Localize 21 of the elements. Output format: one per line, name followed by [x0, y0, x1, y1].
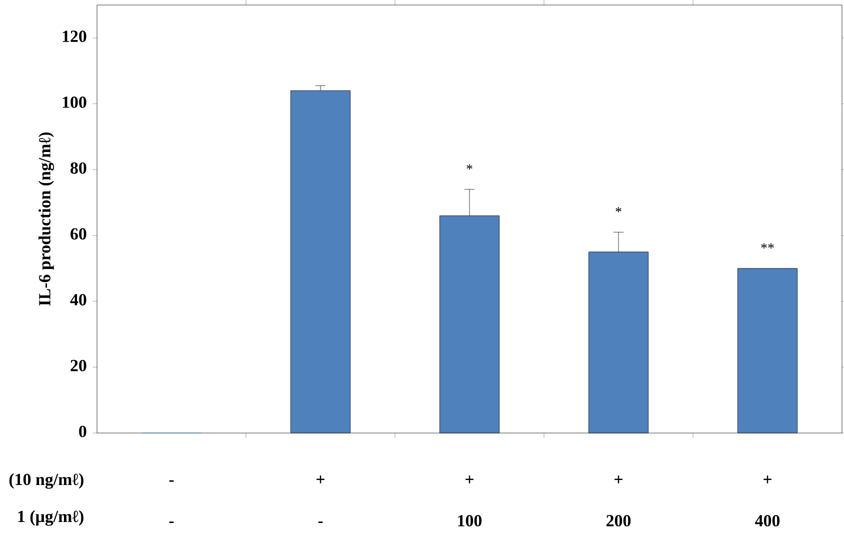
y-tick-label: 20 [70, 360, 86, 372]
text: 1 (μg/mℓ) [18, 510, 84, 526]
x-tick-label: 400 [755, 514, 780, 526]
x-tick-label: 100 [458, 514, 482, 526]
text: + [316, 475, 324, 484]
y-axis-title: IL-6 production (ng/mℓ) [38, 132, 54, 306]
y-tick-label: 120 [62, 30, 86, 42]
y-tick-label: 60 [70, 228, 86, 240]
text: + [614, 475, 622, 484]
text: + [466, 475, 474, 484]
y-tick-label: 40 [70, 294, 86, 306]
text: (10 ng/mℓ) [9, 473, 84, 489]
y-tick-label: 100 [62, 96, 86, 108]
x-tick-label: 200 [606, 514, 631, 526]
y-tick-label: 80 [70, 162, 86, 174]
annotation: * [616, 207, 622, 212]
annotation: ** [761, 243, 774, 249]
text: - [169, 480, 174, 482]
annotation: * [466, 164, 472, 170]
y-tick-label: 0 [79, 426, 86, 438]
text: + [764, 475, 772, 484]
